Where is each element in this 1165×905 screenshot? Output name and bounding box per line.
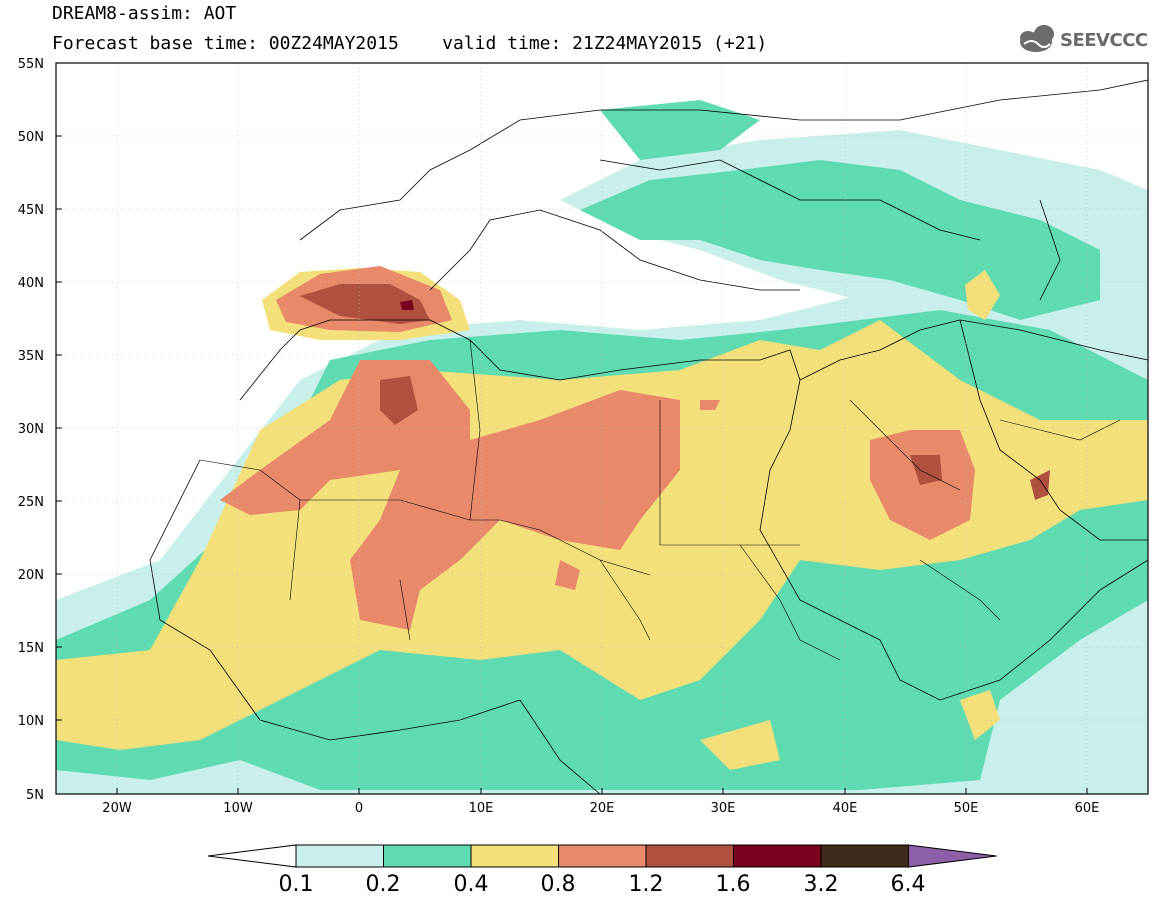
colorbar-arrow-high [908,844,997,868]
lat-label: 50N [18,130,44,145]
lat-label: 40N [18,276,44,291]
colorbar-swatch [295,844,384,868]
forecast-times: Forecast base time: 00Z24MAY2015 valid t… [52,33,768,54]
lon-label: 60E [1075,801,1100,816]
coastlines [149,79,1148,794]
latitude-labels: 55N 50N 45N 40N 35N 30N 25N 20N 15N 10N … [18,57,44,803]
axis-ticks [56,62,1088,795]
lon-label: 20E [590,801,615,816]
colorbar-label: 0.4 [453,872,489,897]
lat-label: 30N [18,422,44,437]
lon-label: 10E [469,801,494,816]
colorbar-swatch [645,844,734,868]
colorbar-swatch [470,844,559,868]
colorbar-label: 0.8 [540,872,576,897]
colorbar-label: 6.4 [890,872,926,897]
colorbar-swatch [820,844,909,868]
lon-label: 40E [833,801,858,816]
lat-label: 15N [18,641,44,656]
cloud-icon [1020,25,1054,52]
colorbar-label: 0.1 [278,872,314,897]
lon-label: 30E [711,801,736,816]
colorbar-swatch [733,844,822,868]
lat-label: 45N [18,203,44,218]
longitude-labels: 20W 10W 0 10E 20E 30E 40E 50E 60E [102,801,1099,816]
country-borders [199,339,1121,661]
colorbar-label: 1.6 [715,872,751,897]
map-title: DREAM8-assim: AOT [52,3,237,24]
lon-label: 20W [102,801,132,816]
lon-label: 10W [223,801,253,816]
lat-label: 55N [18,57,44,72]
lat-label: 20N [18,568,44,583]
colorbar-arrow-low [207,844,297,868]
logo-text: SEEVCCC [1060,30,1148,51]
colorbar [207,844,997,868]
colorbar-label: 0.2 [365,872,401,897]
lat-label: 5N [26,788,44,803]
lon-label: 50E [954,801,979,816]
colorbar-swatch [383,844,472,868]
lat-label: 25N [18,495,44,510]
colorbar-label: 1.2 [628,872,664,897]
colorbar-label: 3.2 [803,872,839,897]
lat-label: 35N [18,349,44,364]
colorbar-swatch [558,844,647,868]
lon-label: 0 [355,801,363,816]
lat-label: 10N [18,714,44,729]
